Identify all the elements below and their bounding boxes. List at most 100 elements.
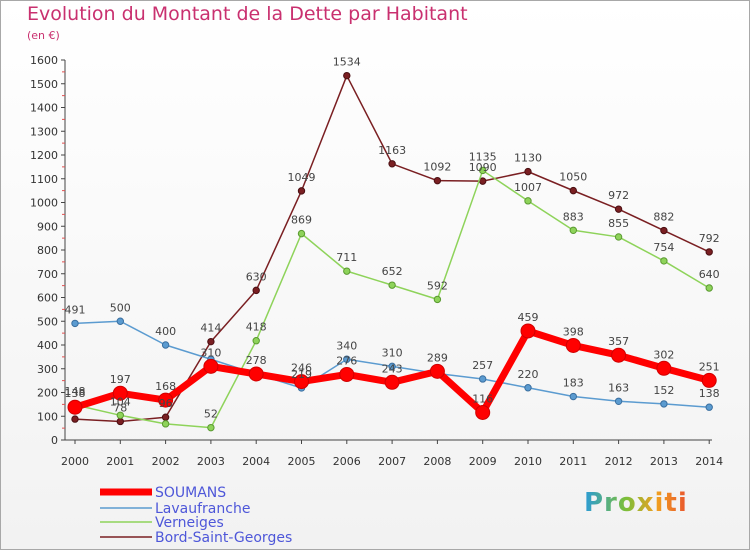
data-label-verneiges: 855 [608, 217, 629, 230]
data-label-lavaufranche: 500 [110, 301, 131, 314]
data-point-bord-saint-georges [343, 71, 351, 80]
data-label-bord-saint-georges: 78 [113, 401, 127, 414]
data-point-verneiges [614, 233, 623, 241]
data-label-bord-saint-georges: 1090 [469, 161, 497, 174]
legend-label-bord-saint-georges: Bord-Saint-Georges [155, 530, 293, 546]
data-label-bord-saint-georges: 1092 [423, 161, 451, 174]
data-point-soumans [701, 372, 717, 388]
data-point-bord-saint-georges [660, 226, 668, 235]
data-label-bord-saint-georges: 972 [608, 189, 629, 202]
data-point-bord-saint-georges [569, 186, 577, 195]
data-label-bord-saint-georges: 882 [653, 211, 674, 224]
data-point-verneiges [388, 281, 396, 289]
data-point-soumans [611, 347, 627, 363]
data-point-bord-saint-georges [705, 248, 713, 256]
data-label-lavaufranche: 219 [291, 368, 312, 381]
x-tick-label: 2013 [650, 455, 678, 468]
x-tick-label: 2000 [61, 455, 89, 468]
y-tick-label: 600 [37, 292, 58, 305]
y-tick-label: 1300 [30, 125, 58, 138]
data-label-verneiges: 640 [699, 268, 720, 281]
data-label-bord-saint-georges: 1049 [288, 171, 316, 184]
data-label-soumans: 246 [291, 362, 312, 375]
x-tick-label: 2003 [197, 455, 225, 468]
data-label-soumans: 116 [472, 392, 493, 405]
y-tick-label: 700 [37, 268, 58, 281]
data-label-verneiges: 104 [110, 395, 131, 408]
y-tick-label: 0 [51, 434, 58, 447]
data-point-soumans [475, 404, 491, 420]
data-point-soumans [294, 374, 309, 390]
data-label-bord-saint-georges: 96 [159, 397, 173, 410]
y-tick-label: 800 [37, 244, 58, 257]
data-point-verneiges [479, 166, 487, 175]
data-label-verneiges: 869 [291, 214, 312, 227]
y-tick-label: 400 [37, 339, 58, 352]
x-tick-label: 2008 [423, 455, 451, 468]
data-label-lavaufranche: 257 [472, 359, 493, 372]
data-label-soumans: 357 [608, 335, 629, 348]
data-point-bord-saint-georges [116, 417, 125, 426]
data-point-verneiges [343, 267, 351, 275]
data-point-verneiges [252, 337, 260, 345]
data-label-lavaufranche: 152 [653, 384, 674, 397]
data-point-verneiges [116, 411, 125, 419]
data-point-verneiges [524, 197, 532, 205]
data-label-verneiges: 1007 [514, 181, 542, 194]
data-label-bord-saint-georges: 414 [200, 322, 221, 335]
data-label-soumans: 278 [246, 354, 267, 367]
data-point-soumans [112, 385, 128, 401]
data-label-lavaufranche: 163 [608, 381, 629, 394]
chart-subtitle: (en €) [27, 29, 60, 42]
data-point-lavaufranche [660, 400, 668, 408]
data-point-soumans [565, 337, 581, 353]
data-label-soumans: 310 [200, 346, 221, 359]
x-tick-label: 2014 [695, 455, 723, 468]
data-point-soumans [520, 323, 536, 339]
data-point-verneiges [297, 229, 306, 238]
x-tick-label: 2004 [242, 455, 270, 468]
data-point-lavaufranche [161, 341, 170, 349]
data-point-bord-saint-georges [161, 413, 170, 421]
y-tick-label: 200 [37, 387, 58, 400]
data-label-verneiges: 148 [65, 385, 86, 398]
data-point-verneiges [207, 423, 215, 432]
data-point-bord-saint-georges [207, 337, 215, 346]
data-point-lavaufranche [116, 317, 125, 325]
data-point-soumans [248, 366, 264, 382]
data-label-lavaufranche: 138 [699, 387, 720, 400]
x-tick-label: 2012 [605, 455, 633, 468]
y-tick-label: 300 [37, 363, 58, 376]
data-point-bord-saint-georges [252, 286, 260, 295]
data-label-bord-saint-georges: 630 [246, 270, 267, 283]
data-label-lavaufranche: 220 [518, 368, 539, 381]
y-tick-label: 500 [37, 315, 58, 328]
data-point-bord-saint-georges [388, 160, 396, 168]
x-tick-label: 2009 [469, 455, 497, 468]
legend-label-verneiges: Verneiges [155, 515, 224, 531]
data-label-soumans: 243 [382, 362, 403, 375]
data-label-verneiges: 418 [246, 321, 267, 334]
data-label-bord-saint-georges: 1534 [333, 56, 361, 69]
data-label-soumans: 398 [563, 325, 584, 338]
x-tick-label: 2010 [514, 455, 542, 468]
data-point-lavaufranche [343, 355, 351, 363]
data-label-soumans: 459 [518, 311, 539, 324]
data-label-verneiges: 883 [563, 210, 584, 223]
data-point-bord-saint-georges [71, 415, 79, 423]
data-label-lavaufranche: 491 [65, 303, 86, 316]
legend-label-soumans: SOUMANS [155, 485, 227, 501]
x-tick-label: 2005 [288, 455, 316, 468]
data-point-verneiges [660, 257, 668, 265]
data-label-soumans: 276 [336, 354, 357, 367]
data-label-verneiges: 592 [427, 279, 448, 292]
chart-title: Evolution du Montant de la Dette par Hab… [27, 3, 468, 25]
data-point-verneiges [569, 226, 577, 234]
data-point-lavaufranche [705, 403, 713, 411]
legend-label-lavaufranche: Lavaufranche [155, 501, 251, 517]
data-point-soumans [158, 392, 174, 408]
data-point-lavaufranche [479, 375, 487, 383]
y-tick-label: 1100 [30, 173, 58, 186]
